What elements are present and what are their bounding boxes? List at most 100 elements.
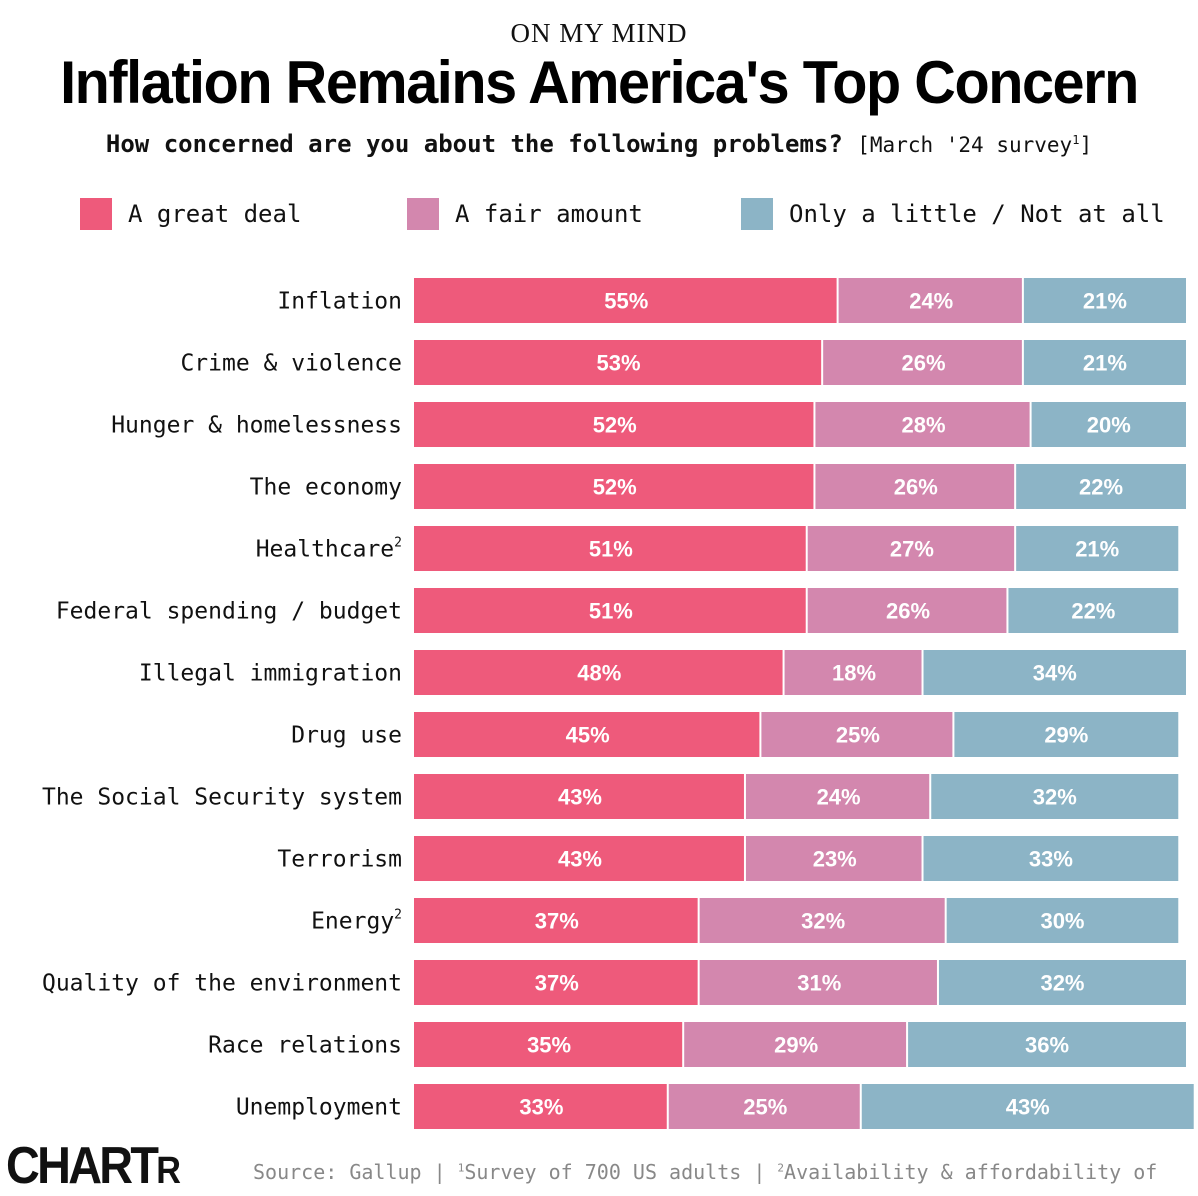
bar-segment-great-deal: [414, 340, 822, 385]
data-label-great-deal: 52%: [593, 475, 637, 500]
source-note: Source: Gallup | 1Survey of 700 US adult…: [253, 1160, 1158, 1184]
data-label-fair-amount: 24%: [909, 289, 953, 314]
data-label-only-little: 32%: [1040, 971, 1084, 996]
survey-note: [March '24 survey1]: [857, 133, 1093, 157]
data-label-fair-amount: 24%: [817, 785, 861, 810]
data-label-great-deal: 43%: [558, 785, 602, 810]
legend-label-only-little: Only a little / Not at all: [789, 200, 1165, 228]
bar-segment-great-deal: [414, 960, 698, 1005]
category-label: The economy: [250, 475, 402, 501]
survey-question: How concerned are you about the followin…: [105, 130, 843, 158]
bar-segment-fair-amount: [823, 340, 1022, 385]
category-label: Race relations: [208, 1033, 402, 1059]
bar-segment-great-deal: [414, 402, 814, 447]
data-label-only-little: 30%: [1040, 909, 1084, 934]
bar-segment-fair-amount: [745, 774, 930, 819]
data-label-only-little: 22%: [1071, 599, 1115, 624]
data-label-fair-amount: 29%: [774, 1033, 818, 1058]
bar-segment-great-deal: [414, 278, 837, 323]
data-label-fair-amount: 31%: [797, 971, 841, 996]
bar-segment-great-deal: [414, 774, 744, 819]
category-label: Crime & violence: [180, 351, 402, 377]
data-label-only-little: 22%: [1079, 475, 1123, 500]
data-label-only-little: 32%: [1033, 785, 1077, 810]
data-label-only-little: 34%: [1033, 661, 1077, 686]
bar-segment-only-little: [938, 960, 1186, 1005]
category-label: The Social Security system: [42, 785, 402, 811]
data-label-only-little: 21%: [1083, 351, 1127, 376]
data-label-only-little: 36%: [1025, 1033, 1069, 1058]
bar-segment-only-little: [1023, 278, 1186, 323]
bar-segment-only-little: [1031, 402, 1186, 447]
data-label-great-deal: 53%: [597, 351, 641, 376]
data-label-fair-amount: 28%: [901, 413, 945, 438]
data-label-fair-amount: 26%: [901, 351, 945, 376]
data-label-great-deal: 52%: [593, 413, 637, 438]
category-label: Hunger & homelessness: [111, 413, 402, 439]
chart-subtitle: How concerned are you about the followin…: [0, 130, 1198, 158]
data-label-great-deal: 33%: [519, 1095, 563, 1120]
category-label: Energy2: [311, 908, 402, 935]
bar-segment-fair-amount: [784, 650, 922, 695]
data-label-only-little: 33%: [1029, 847, 1073, 872]
bar-segment-only-little: [1016, 526, 1179, 571]
legend-swatch-only-little: [741, 198, 773, 230]
data-label-great-deal: 35%: [527, 1033, 571, 1058]
bar-segment-only-little: [954, 712, 1179, 757]
bar-segment-fair-amount: [761, 712, 953, 757]
bar-segment-great-deal: [414, 526, 806, 571]
bar-segment-fair-amount: [745, 836, 922, 881]
bar-segment-great-deal: [414, 898, 698, 943]
legend-great-deal: A great deal: [80, 198, 301, 230]
bar-segment-only-little: [1016, 464, 1186, 509]
category-label: Healthcare2: [256, 536, 402, 563]
data-label-only-little: 43%: [1006, 1095, 1050, 1120]
bar-segment-great-deal: [414, 1084, 667, 1129]
bar-segment-only-little: [861, 1084, 1194, 1129]
bar-segment-fair-amount: [807, 588, 1007, 633]
data-label-only-little: 21%: [1075, 537, 1119, 562]
bar-segment-great-deal: [414, 836, 744, 881]
data-label-great-deal: 37%: [535, 971, 579, 996]
bar-segment-fair-amount: [815, 402, 1030, 447]
data-label-great-deal: 43%: [558, 847, 602, 872]
bar-segment-only-little: [1023, 340, 1186, 385]
legend-label-fair-amount: A fair amount: [455, 200, 643, 228]
data-label-fair-amount: 27%: [890, 537, 934, 562]
bar-segment-only-little: [1008, 588, 1179, 633]
bar-segment-fair-amount: [668, 1084, 860, 1129]
data-label-great-deal: 55%: [604, 289, 648, 314]
data-label-great-deal: 48%: [577, 661, 621, 686]
bar-segment-only-little: [923, 650, 1186, 695]
bar-segment-fair-amount: [684, 1022, 907, 1067]
bar-segment-great-deal: [414, 650, 783, 695]
bar-segment-only-little: [923, 836, 1179, 881]
data-label-great-deal: 45%: [566, 723, 610, 748]
legend-fair-amount: A fair amount: [407, 198, 643, 230]
category-label: Drug use: [291, 723, 402, 749]
data-label-great-deal: 51%: [589, 537, 633, 562]
data-label-only-little: 20%: [1087, 413, 1131, 438]
bar-segment-fair-amount: [699, 898, 945, 943]
data-label-fair-amount: 26%: [886, 599, 930, 624]
legend-swatch-fair-amount: [407, 198, 439, 230]
bar-segment-great-deal: [414, 464, 814, 509]
data-label-great-deal: 37%: [535, 909, 579, 934]
data-label-only-little: 29%: [1044, 723, 1088, 748]
bar-segment-only-little: [908, 1022, 1186, 1067]
data-label-fair-amount: 25%: [836, 723, 880, 748]
category-label: Federal spending / budget: [56, 599, 402, 625]
data-label-fair-amount: 23%: [813, 847, 857, 872]
data-label-great-deal: 51%: [589, 599, 633, 624]
legend-label-great-deal: A great deal: [128, 200, 302, 228]
data-label-fair-amount: 25%: [743, 1095, 787, 1120]
category-label: Terrorism: [277, 847, 402, 873]
data-label-fair-amount: 26%: [894, 475, 938, 500]
legend-swatch-great-deal: [80, 198, 112, 230]
category-label: Illegal immigration: [139, 661, 402, 687]
category-label: Inflation: [277, 289, 402, 315]
bar-segment-fair-amount: [699, 960, 937, 1005]
chartr-logo: CHARTR: [6, 1137, 181, 1195]
bar-segment-great-deal: [414, 1022, 683, 1067]
